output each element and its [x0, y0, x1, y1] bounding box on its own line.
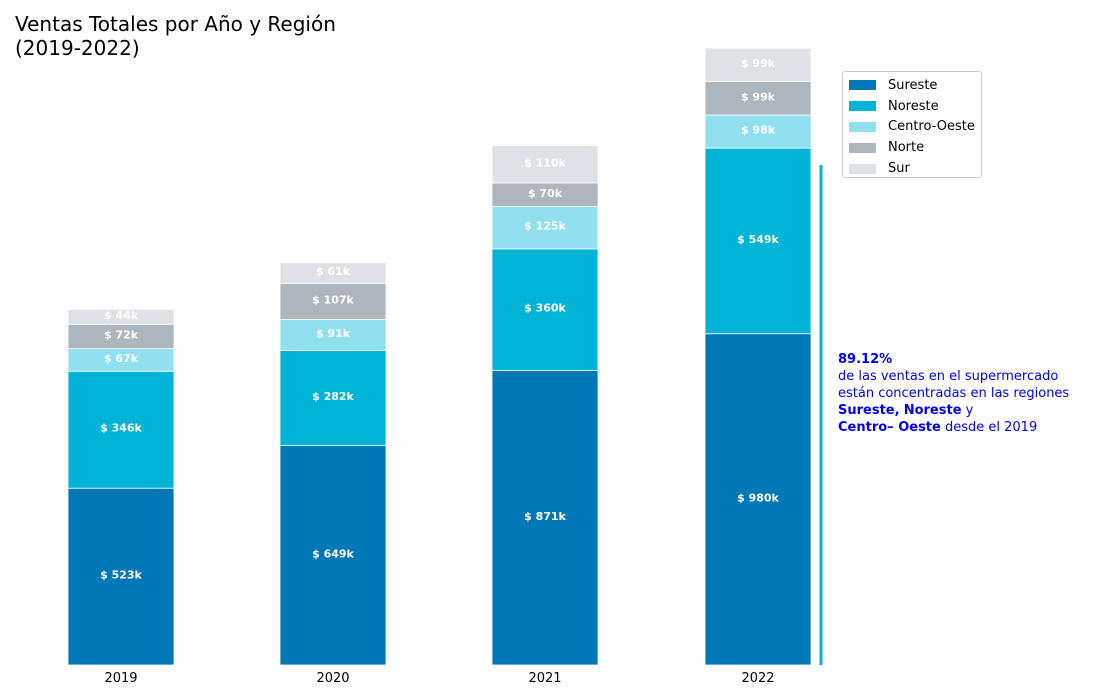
bar-sur-2020 — [279, 262, 387, 284]
bar-sureste-2020 — [279, 445, 387, 666]
legend-swatch — [849, 80, 876, 91]
bar-sureste-2019 — [67, 487, 175, 666]
data-label-sureste-2019: $ 523k — [100, 569, 142, 582]
legend-item-sureste: Sureste — [849, 75, 981, 96]
x-tick-label-2020: 2020 — [316, 671, 349, 686]
legend-item-norte: Norte — [849, 137, 981, 158]
legend-swatch — [849, 142, 876, 153]
bar-sureste-2022 — [704, 333, 812, 666]
annotation-region3: Centro– Oeste — [838, 420, 941, 435]
annotation-region1: Sureste, — [838, 403, 900, 418]
legend-label: Norte — [888, 140, 925, 156]
data-label-sur-2021: $ 110k — [524, 156, 566, 169]
data-label-noreste-2021: $ 360k — [524, 302, 566, 315]
annotation-percent: 89.12% — [838, 352, 893, 367]
annotation-line1: de las ventas en el supermercado — [838, 369, 1059, 384]
data-label-noreste-2019: $ 346k — [100, 422, 142, 435]
legend-label: Centro-Oeste — [888, 119, 975, 135]
data-label-norte-2019: $ 72k — [104, 328, 139, 341]
legend-item-centro-oeste: Centro-Oeste — [849, 117, 981, 138]
annotation-tail: desde el 2019 — [944, 420, 1038, 435]
data-label-centro-oeste-2019: $ 67k — [104, 352, 139, 365]
data-label-sur-2019: $ 44k — [104, 309, 139, 322]
data-label-centro-oeste-2022: $ 98k — [741, 124, 776, 137]
bar-norte-2022 — [704, 81, 812, 116]
x-tick-label-2019: 2019 — [104, 671, 137, 686]
annotation-line2: están concentradas en las regiones — [838, 386, 1070, 401]
legend-label: Noreste — [888, 98, 939, 114]
data-label-sureste-2021: $ 871k — [524, 510, 566, 523]
bar-centro-oeste-2022 — [704, 114, 812, 149]
legend-swatch — [849, 163, 876, 174]
bar-sureste-2021 — [491, 370, 599, 666]
legend: Sureste Noreste Centro-Oeste Norte Sur — [842, 71, 982, 178]
bar-sur-2021 — [491, 145, 599, 184]
bar-sur-2019 — [67, 308, 175, 325]
legend-label: Sur — [888, 161, 910, 177]
data-label-norte-2022: $ 99k — [741, 90, 776, 103]
x-tick-label-2021: 2021 — [528, 671, 561, 686]
data-label-noreste-2020: $ 282k — [312, 390, 354, 403]
bar-norte-2020 — [279, 282, 387, 320]
legend-swatch — [849, 101, 876, 112]
legend-item-sur: Sur — [849, 158, 981, 179]
legend-item-noreste: Noreste — [849, 96, 981, 117]
bar-centro-oeste-2020 — [279, 319, 387, 351]
legend-label: Sureste — [888, 77, 938, 93]
bar-sur-2022 — [704, 47, 812, 82]
annotation: 89.12% de las ventas en el supermercado … — [838, 351, 1100, 436]
bar-noreste-2022 — [704, 147, 812, 335]
bar-noreste-2019 — [67, 370, 175, 489]
data-label-sureste-2022: $ 980k — [737, 491, 779, 504]
data-label-sur-2020: $ 61k — [316, 265, 351, 278]
data-label-norte-2020: $ 107k — [312, 293, 354, 306]
x-tick-label-2022: 2022 — [741, 671, 774, 686]
annotation-region2: Noreste — [903, 403, 962, 418]
annotation-conj: y — [965, 403, 974, 418]
data-label-norte-2021: $ 70k — [528, 187, 563, 200]
bar-noreste-2020 — [279, 349, 387, 447]
data-label-sur-2022: $ 99k — [741, 57, 776, 70]
data-label-noreste-2022: $ 549k — [737, 233, 779, 246]
data-label-centro-oeste-2020: $ 91k — [316, 327, 351, 340]
data-label-centro-oeste-2021: $ 125k — [524, 220, 566, 233]
legend-swatch — [849, 121, 876, 132]
chart-title: Ventas Totales por Año y Región (2019-20… — [15, 12, 336, 60]
data-label-sureste-2020: $ 649k — [312, 547, 354, 560]
